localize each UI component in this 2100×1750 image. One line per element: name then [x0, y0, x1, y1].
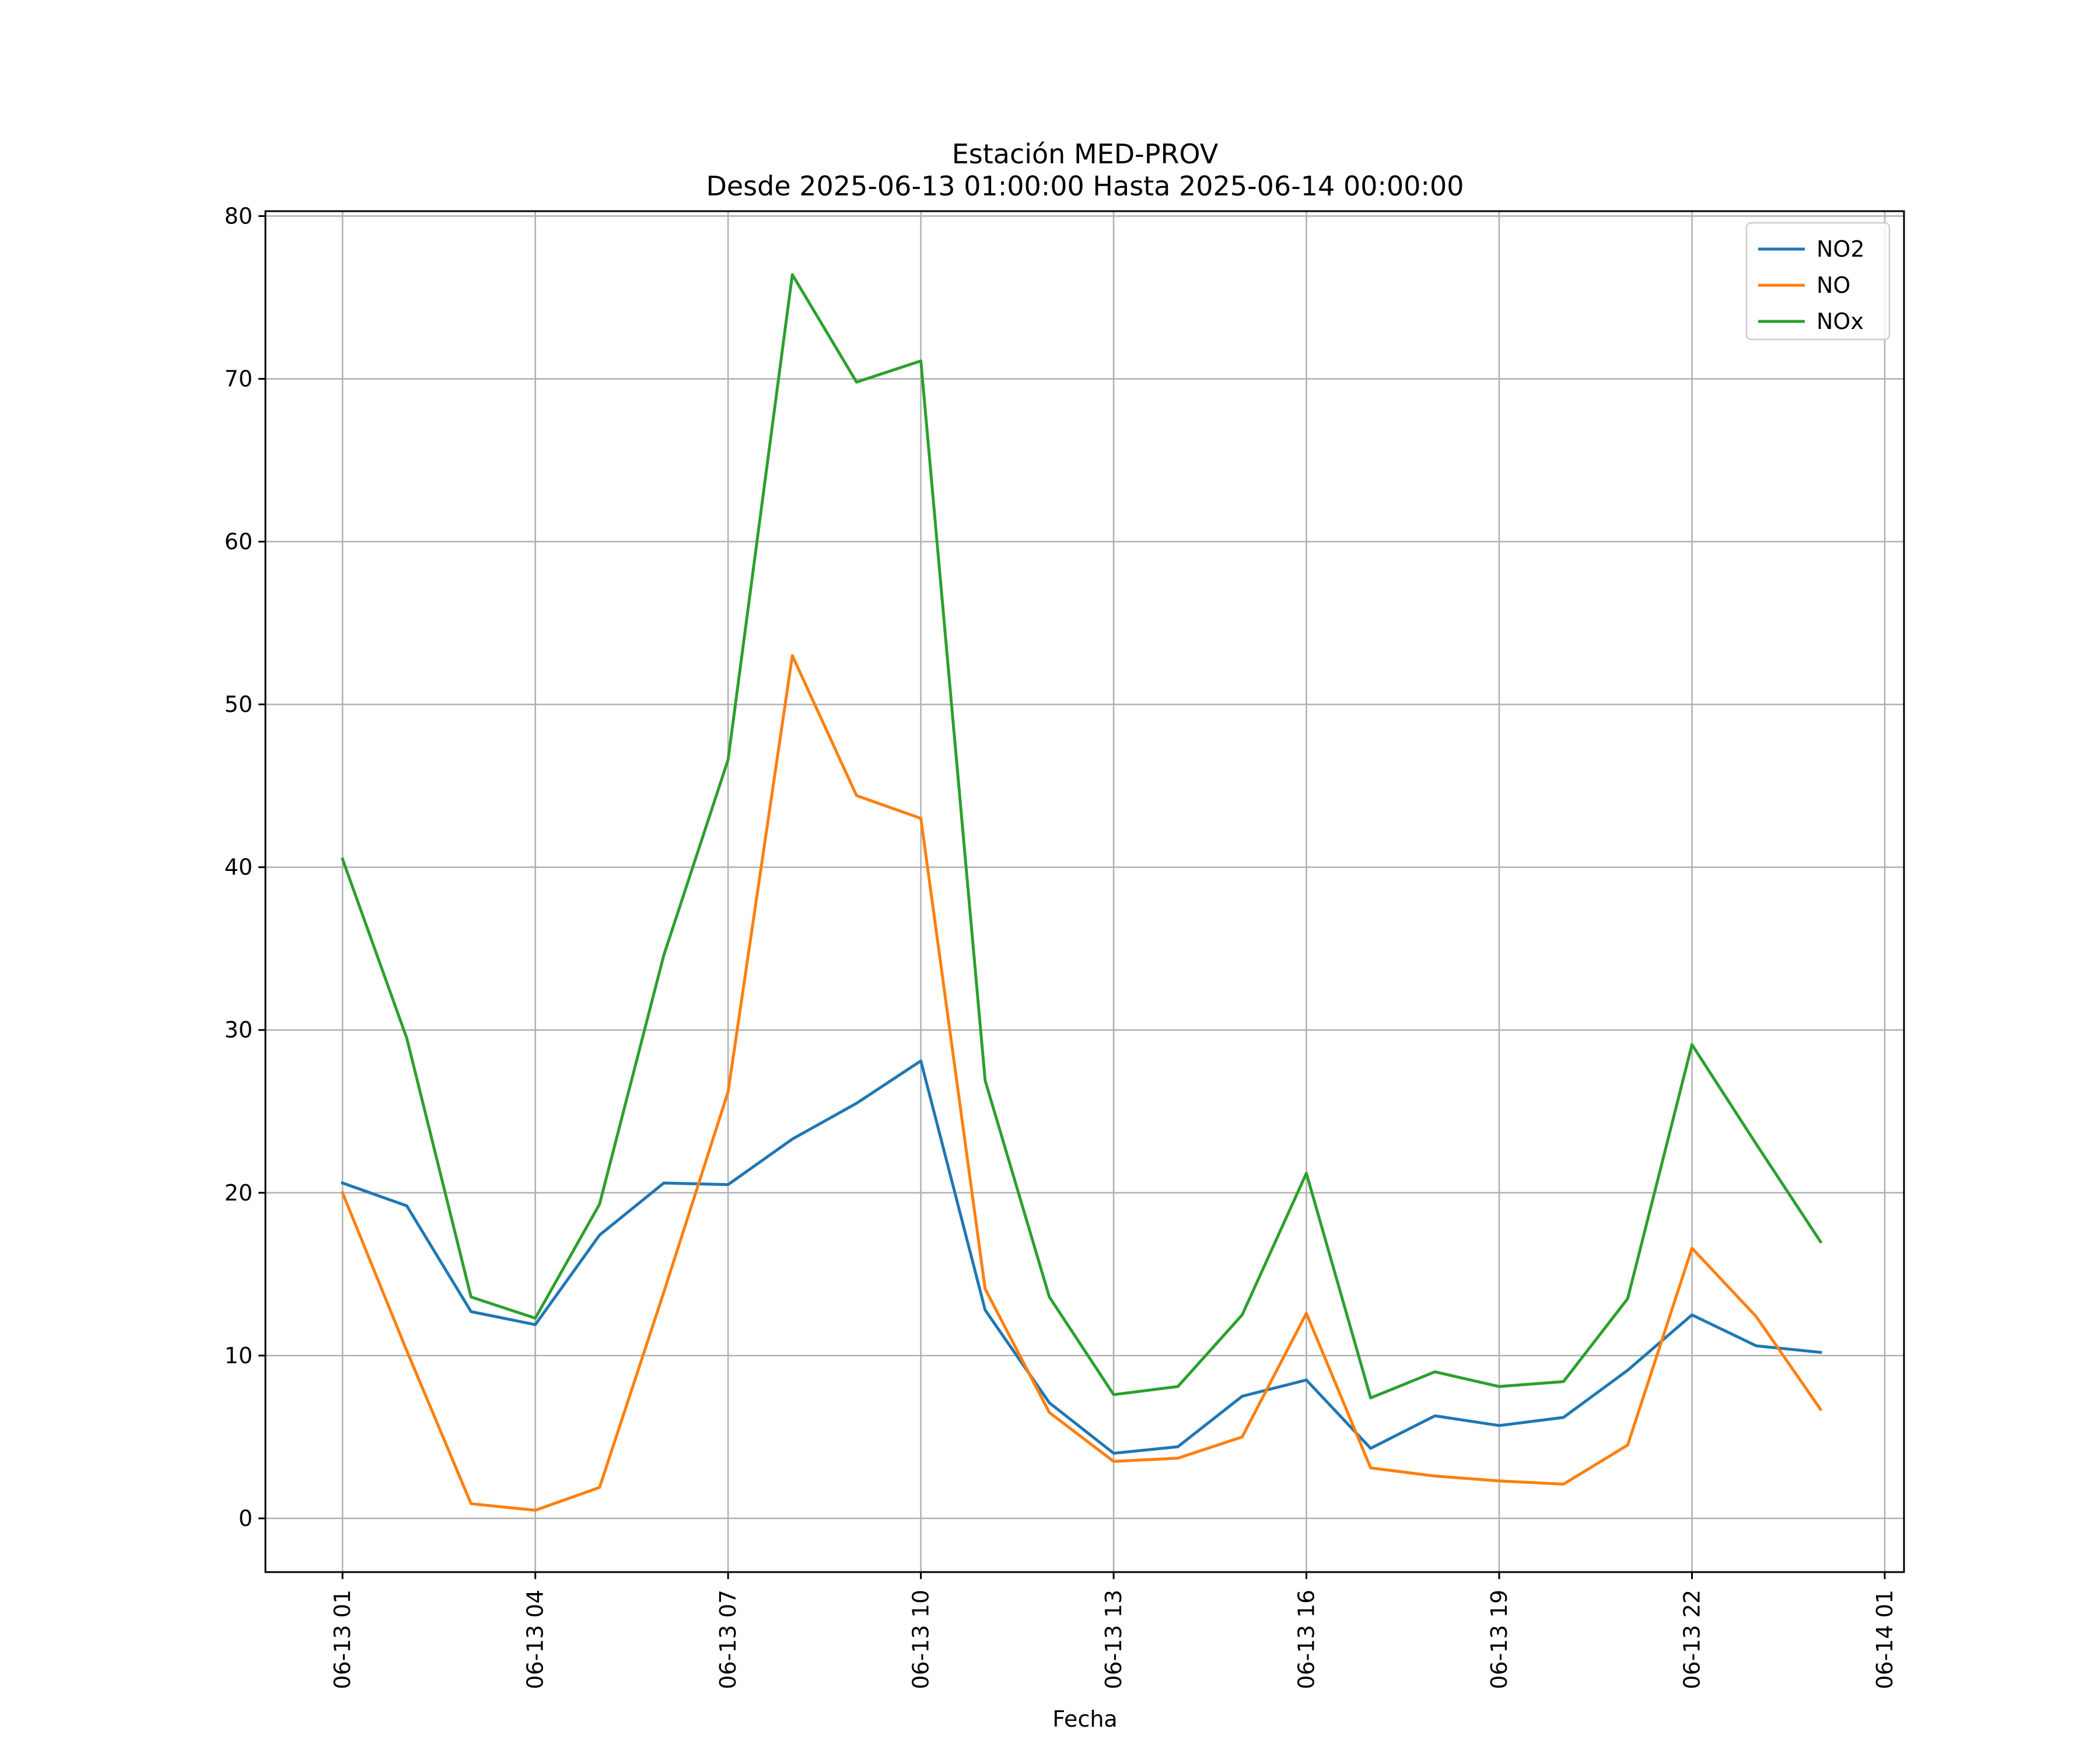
x-tick-label: 06-13 13 — [1101, 1590, 1126, 1689]
x-tick-label: 06-13 07 — [715, 1590, 741, 1689]
y-tick-label: 20 — [225, 1180, 253, 1206]
series-line-nox — [341, 273, 1823, 1399]
legend-label-no2: NO2 — [1817, 236, 1865, 262]
y-tick-label: 0 — [239, 1506, 253, 1531]
x-tick-label: 06-13 10 — [908, 1590, 934, 1689]
y-tick-label: 70 — [225, 366, 253, 391]
x-axis-label: Fecha — [1052, 1706, 1117, 1732]
x-tick-label: 06-13 22 — [1679, 1590, 1704, 1689]
x-tick-label: 06-13 19 — [1486, 1590, 1512, 1689]
x-tick-label: 06-13 01 — [330, 1590, 355, 1689]
y-tick-label: 30 — [225, 1017, 253, 1043]
series-line-no — [340, 654, 1823, 1512]
y-tick-label: 60 — [225, 529, 253, 555]
legend: NO2 NO NOx — [1745, 222, 1891, 341]
y-tick-label: 40 — [225, 855, 253, 880]
lines-layer — [340, 273, 1823, 1512]
y-tick-label: 80 — [225, 203, 253, 229]
grid-layer — [265, 211, 1904, 1572]
plot-frame — [264, 210, 1905, 1573]
ticks-layer: 0 10 20 30 40 50 60 70 80 06-13 01 06-13 04 06-13 0… — [225, 203, 1898, 1689]
legend-label-nox: NOx — [1817, 309, 1864, 334]
chart-title-line1: Estación MED-PROV — [952, 138, 1219, 170]
y-tick-label: 50 — [225, 692, 253, 718]
x-tick-label: 06-14 01 — [1872, 1590, 1898, 1689]
x-tick-label: 06-13 04 — [523, 1590, 548, 1689]
y-tick-label: 10 — [225, 1343, 253, 1368]
legend-box — [1745, 222, 1891, 341]
x-tick-label: 06-13 16 — [1294, 1590, 1320, 1689]
series-line-no2 — [341, 1059, 1822, 1455]
legend-label-no: NO — [1817, 272, 1850, 298]
chart-title-line2: Desde 2025-06-13 01:00:00 Hasta 2025-06-… — [706, 170, 1464, 202]
